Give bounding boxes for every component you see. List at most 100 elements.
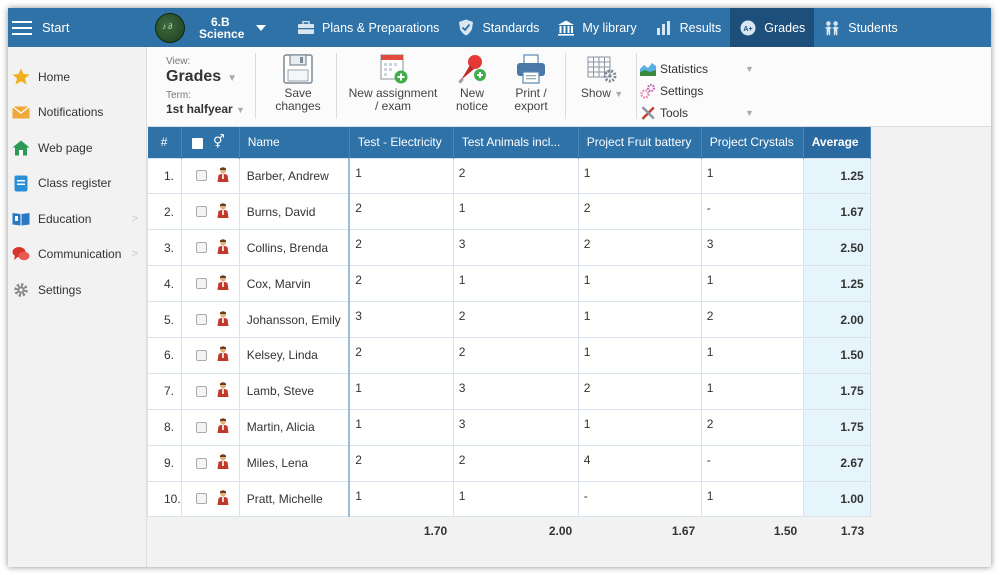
grade-cell[interactable]: 1 [452,480,579,518]
student-name[interactable]: Johansson, Emily [238,301,350,338]
student-name[interactable]: Kelsey, Linda [238,336,350,374]
grade-cell[interactable]: 1 [577,157,702,195]
sidebar-item-web-page[interactable]: Web page [8,130,146,166]
row-checkbox[interactable] [195,170,207,182]
grade-cell[interactable]: 2 [348,444,454,482]
grade-cell[interactable]: 2 [348,229,454,267]
grade-cell[interactable]: 2 [452,336,579,374]
grade-cell[interactable]: 1 [577,336,702,374]
student-name[interactable]: Pratt, Michelle [238,480,350,518]
sidebar-item-notifications[interactable]: Notifications [8,95,146,131]
sidebar-item-communication[interactable]: Communication > [8,237,146,273]
start-menu-button[interactable]: Start [8,8,147,47]
row-checkbox[interactable] [195,457,207,469]
tools-menu[interactable]: Tools ▼ [640,102,754,124]
header-test-animals[interactable]: Test Animals incl... [453,127,579,158]
grade-cell[interactable]: - [700,444,804,482]
row-checkbox[interactable] [195,421,207,433]
nav-my-library[interactable]: My library [548,8,645,47]
statistics-menu[interactable]: Statistics ▼ [640,58,754,80]
table-row[interactable]: 4. Cox, Marvin 2 1 1 1 1.25 [147,265,871,303]
grade-cell[interactable]: 3 [348,301,454,338]
grade-cell[interactable]: 2 [348,193,454,231]
nav-standards[interactable]: Standards [448,8,548,47]
grade-cell[interactable]: 2 [700,408,804,446]
row-checkbox[interactable] [195,314,207,325]
new-notice-button[interactable]: New notice [448,53,496,113]
grade-cell[interactable]: 2 [577,193,702,231]
grade-cell[interactable]: 2 [577,229,702,267]
row-checkbox[interactable] [195,206,207,218]
header-project-fruit-battery[interactable]: Project Fruit battery [578,127,702,158]
grade-cell[interactable]: 1 [452,265,579,303]
save-changes-button[interactable]: Save changes [269,53,327,113]
new-assignment-button[interactable]: New assignment / exam [346,53,440,113]
row-checkbox[interactable] [195,493,207,505]
grade-cell[interactable]: 1 [700,157,804,195]
grade-cell[interactable]: 2 [348,265,454,303]
student-name[interactable]: Barber, Andrew [238,157,350,195]
grade-cell[interactable]: 3 [452,229,579,267]
class-selector[interactable]: ♪ ∂ 6.B Science [155,8,267,47]
row-checkbox[interactable] [195,349,207,361]
grade-cell[interactable]: 3 [700,229,804,267]
nav-results[interactable]: Results [646,8,731,47]
table-row[interactable]: 7. Lamb, Steve 1 3 2 1 1.75 [147,372,871,410]
grade-cell[interactable]: 1 [577,408,702,446]
student-name[interactable]: Lamb, Steve [238,372,350,410]
table-row[interactable]: 5. Johansson, Emily 3 2 1 2 2.00 [147,301,871,338]
grade-cell[interactable]: 2 [348,336,454,374]
grade-cell[interactable]: - [700,193,804,231]
grade-cell[interactable]: 2 [452,444,579,482]
table-row[interactable]: 9. Miles, Lena 2 2 4-2.67 [147,444,871,482]
student-name[interactable]: Miles, Lena [238,444,350,482]
sidebar-item-class-register[interactable]: Class register [8,166,146,202]
settings-menu[interactable]: Settings [640,80,708,102]
student-name[interactable]: Cox, Marvin [238,265,350,303]
table-row[interactable]: 1. Barber, Andrew 1 2 1 1 1.25 [147,157,871,195]
grade-cell[interactable]: 1 [348,480,454,518]
student-name[interactable]: Martin, Alicia [238,408,350,446]
row-checkbox[interactable] [195,242,207,254]
sidebar-item-home[interactable]: Home [8,59,146,95]
term-selector[interactable]: 1st halfyear ▼ [166,102,245,116]
grade-cell[interactable]: - [577,480,702,518]
nav-plans-preparations[interactable]: Plans & Preparations [288,8,448,47]
table-row[interactable]: 8. Martin, Alicia 1 3 1 2 1.75 [147,408,871,446]
grade-cell[interactable]: 1 [700,336,804,374]
grade-cell[interactable]: 3 [452,372,579,410]
table-row[interactable]: 10. Pratt, Michelle 1 1-1 1.00 [147,480,871,518]
table-row[interactable]: 3. Collins, Brenda 2 3 2 3 2.50 [147,229,871,267]
header-project-crystals[interactable]: Project Crystals [701,127,804,158]
grade-cell[interactable]: 2 [452,157,579,195]
print-export-button[interactable]: Print / export [505,53,557,113]
grade-cell[interactable]: 1 [452,193,579,231]
show-button[interactable]: Show ▼ [573,53,631,101]
grade-cell[interactable]: 1 [348,372,454,410]
select-all-checkbox[interactable] [191,137,203,149]
grade-cell[interactable]: 1 [348,157,454,195]
view-selector[interactable]: View: Grades ▼ Term: 1st halfyear ▼ [166,56,245,116]
student-name[interactable]: Burns, David [238,193,350,231]
row-checkbox[interactable] [195,385,207,397]
grade-cell[interactable]: 2 [700,301,804,338]
row-checkbox[interactable] [195,278,207,290]
grade-cell[interactable]: 2 [452,301,579,338]
grade-cell[interactable]: 3 [452,408,579,446]
table-row[interactable]: 2. Burns, David 2 1 2-1.67 [147,193,871,231]
sidebar-item-education[interactable]: Education > [8,201,146,237]
grade-cell[interactable]: 1 [577,301,702,338]
grade-cell[interactable]: 1 [700,372,804,410]
nav-grades[interactable]: A+ Grades [730,8,815,47]
table-row[interactable]: 6. Kelsey, Linda 2 2 1 1 1.50 [147,336,871,374]
grade-cell[interactable]: 1 [700,480,804,518]
grade-cell[interactable]: 1 [348,408,454,446]
header-name[interactable]: Name [239,127,350,158]
nav-students[interactable]: Students [814,8,906,47]
student-name[interactable]: Collins, Brenda [238,229,350,267]
grade-cell[interactable]: 1 [577,265,702,303]
grade-cell[interactable]: 2 [577,372,702,410]
header-test-electricity[interactable]: Test - Electricity [349,127,454,158]
sidebar-item-settings[interactable]: Settings [8,272,146,308]
grade-cell[interactable]: 1 [700,265,804,303]
